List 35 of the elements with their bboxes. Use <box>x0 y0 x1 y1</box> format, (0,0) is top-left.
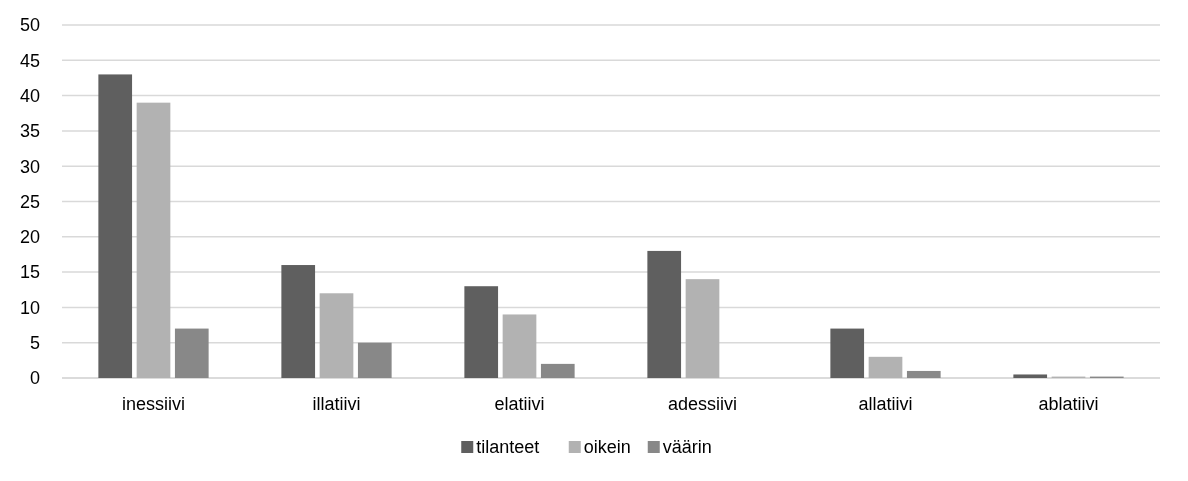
bar <box>98 74 133 378</box>
bar <box>1013 374 1048 378</box>
bar <box>540 363 575 378</box>
y-tick-label: 10 <box>19 297 40 318</box>
legend-label: väärin <box>662 437 712 458</box>
bar <box>174 328 209 378</box>
legend-label: oikein <box>583 437 631 458</box>
bar <box>281 265 316 378</box>
y-tick-label: 20 <box>19 227 40 248</box>
x-tick-label: ablatiivi <box>1038 394 1099 414</box>
x-tick-label: illatiivi <box>312 394 361 414</box>
bar <box>685 279 720 378</box>
y-tick-label: 50 <box>19 15 40 36</box>
legend-label: tilanteet <box>476 437 540 458</box>
y-tick-label: 25 <box>19 191 40 212</box>
bar <box>868 356 903 378</box>
x-tick-label: adessiivi <box>667 394 738 414</box>
y-tick-label: 35 <box>19 121 40 142</box>
bar <box>319 293 354 378</box>
bar <box>136 102 171 378</box>
x-tick-label: inessiivi <box>121 394 186 414</box>
bar <box>464 286 499 378</box>
bar <box>906 370 941 378</box>
y-tick-label: 40 <box>19 85 40 106</box>
y-tick-label: 15 <box>19 262 40 283</box>
y-tick-label: 0 <box>29 368 40 389</box>
y-tick-label: 45 <box>19 50 40 71</box>
y-tick-label: 30 <box>19 156 40 177</box>
x-tick-label: allatiivi <box>858 394 913 414</box>
bar <box>647 250 682 378</box>
bar <box>357 342 392 378</box>
bar <box>502 314 537 378</box>
x-tick-label: elatiivi <box>494 394 545 414</box>
y-tick-label: 5 <box>29 333 40 353</box>
bar <box>830 328 865 378</box>
